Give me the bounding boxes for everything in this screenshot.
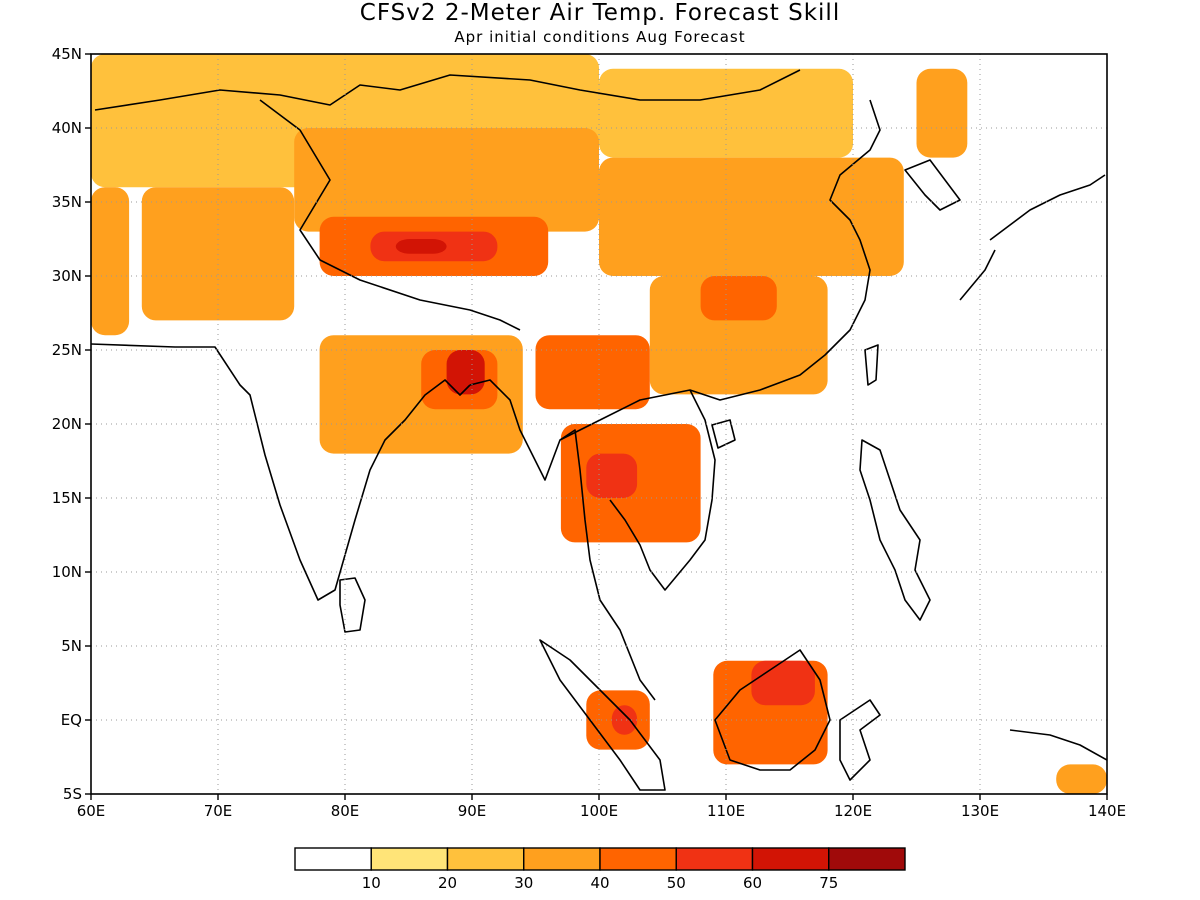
- x-tick-label: 90E: [458, 802, 487, 820]
- y-tick-label: 45N: [52, 45, 82, 63]
- y-tick-label: 5N: [61, 637, 82, 655]
- colorbar-swatch: [675, 847, 754, 871]
- colorbar-label: 75: [819, 874, 838, 892]
- x-tick-label: 130E: [961, 802, 999, 820]
- axis-ticks: 60E 70E 80E 90E 100E 110E 120E 130E 140E 45N 40N 35…: [52, 45, 1126, 820]
- colorbar-swatch: [294, 847, 372, 871]
- colorbar-label: 40: [590, 874, 609, 892]
- skill-region: [395, 239, 447, 254]
- gridlines: [91, 54, 1107, 794]
- x-tick-label: 140E: [1088, 802, 1126, 820]
- colorbar-label: 50: [667, 874, 686, 892]
- skill-region: [535, 335, 650, 410]
- x-tick-label: 60E: [77, 802, 106, 820]
- colorbar-swatch: [751, 847, 830, 871]
- colorbar-label: 60: [743, 874, 762, 892]
- colorbar-swatch: [523, 847, 601, 871]
- y-tick-label: EQ: [61, 711, 82, 729]
- skill-region: [1056, 764, 1107, 794]
- colorbar-swatch: [599, 847, 677, 871]
- colorbar-swatch: [370, 847, 449, 871]
- skill-region: [91, 187, 130, 336]
- skill-region: [586, 453, 638, 498]
- skill-region: [141, 187, 295, 321]
- y-tick-label: 30N: [52, 267, 82, 285]
- map-subtitle: Apr initial conditions Aug Forecast: [454, 28, 746, 46]
- colorbar: 10 20 30 40 50 60 75: [294, 847, 906, 892]
- coastline-outline: [91, 69, 1107, 791]
- y-tick-label: 20N: [52, 415, 82, 433]
- skill-region: [611, 705, 638, 735]
- colorbar-label: 20: [438, 874, 457, 892]
- skill-region: [700, 276, 777, 321]
- skill-region: [599, 68, 853, 158]
- x-tick-label: 80E: [331, 802, 360, 820]
- x-tick-label: 70E: [204, 802, 233, 820]
- skill-region: [751, 660, 815, 706]
- y-tick-label: 10N: [52, 563, 82, 581]
- x-tick-label: 120E: [834, 802, 872, 820]
- x-tick-label: 110E: [707, 802, 745, 820]
- x-tick-label: 100E: [580, 802, 618, 820]
- y-tick-label: 5S: [63, 785, 82, 803]
- y-tick-label: 15N: [52, 489, 82, 507]
- map-title: CFSv2 2-Meter Air Temp. Forecast Skill: [359, 0, 841, 26]
- colorbar-label: 30: [514, 874, 533, 892]
- skill-region: [294, 128, 599, 232]
- colorbar-swatch: [446, 847, 525, 871]
- y-tick-label: 40N: [52, 119, 82, 137]
- skill-region: [649, 276, 828, 395]
- y-tick-label: 25N: [52, 341, 82, 359]
- y-tick-label: 35N: [52, 193, 82, 211]
- skill-region: [916, 68, 968, 158]
- skill-region: [599, 157, 904, 276]
- colorbar-label: 10: [362, 874, 381, 892]
- skill-field: [91, 54, 1107, 794]
- colorbar-swatch: [828, 847, 906, 871]
